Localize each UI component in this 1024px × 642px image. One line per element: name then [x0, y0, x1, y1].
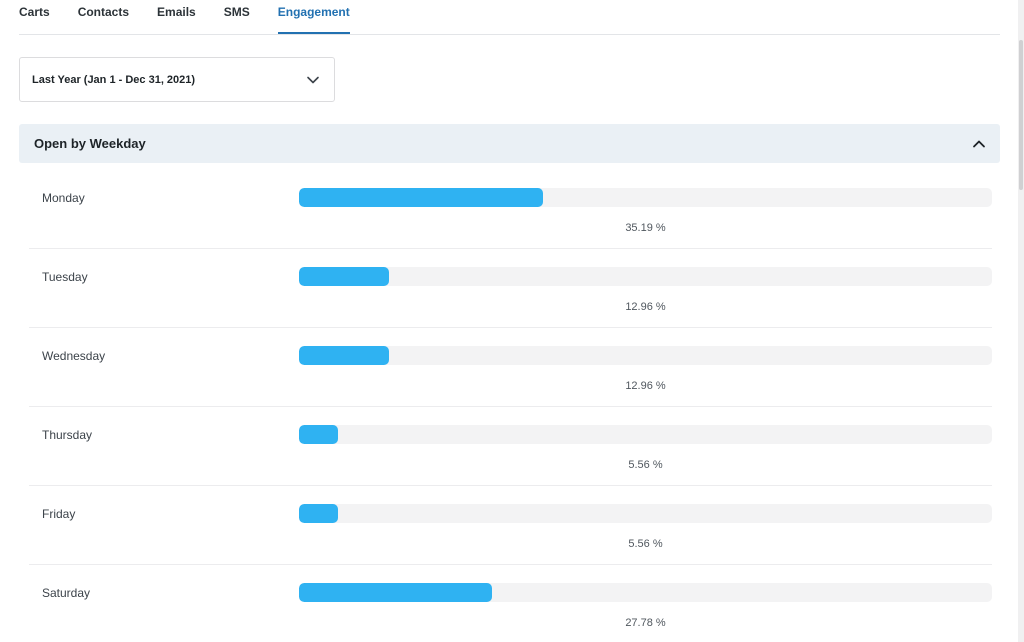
- tab-engagement[interactable]: Engagement: [277, 0, 350, 34]
- weekday-row: Saturday 27.78 %: [29, 565, 992, 642]
- panel-toggle-open-by-weekday[interactable]: Open by Weekday: [19, 124, 1000, 163]
- progress-fill: [299, 267, 389, 286]
- chevron-up-icon[interactable]: [972, 137, 986, 151]
- weekday-label: Saturday: [42, 586, 91, 600]
- progress-track: [299, 188, 992, 207]
- progress-track: [299, 267, 992, 286]
- progress-track: [299, 346, 992, 365]
- progress-fill: [299, 188, 543, 207]
- weekday-row: Tuesday 12.96 %: [29, 249, 992, 328]
- progress-track: [299, 425, 992, 444]
- date-range-value: Last Year (Jan 1 - Dec 31, 2021): [32, 73, 196, 86]
- progress-track: [299, 583, 992, 602]
- percent-value: 5.56 %: [628, 459, 663, 471]
- percent-value: 12.96 %: [625, 380, 666, 392]
- weekday-label: Monday: [42, 191, 85, 205]
- tab-emails[interactable]: Emails: [157, 5, 196, 19]
- date-range-select[interactable]: Last Year (Jan 1 - Dec 31, 2021): [19, 57, 335, 102]
- weekday-row: Monday 35.19 %: [29, 170, 992, 249]
- weekday-row: Thursday 5.56 %: [29, 407, 992, 486]
- progress-fill: [299, 583, 492, 602]
- weekday-label: Thursday: [42, 428, 93, 442]
- weekday-label: Tuesday: [42, 270, 88, 284]
- tab-contacts[interactable]: Contacts: [77, 5, 130, 19]
- progress-fill: [299, 425, 338, 444]
- progress-fill: [299, 346, 389, 365]
- weekday-list: Monday 35.19 % Tuesday 12.96 % Wednesday…: [29, 170, 992, 642]
- progress-track: [299, 504, 992, 523]
- weekday-label: Wednesday: [42, 349, 106, 363]
- weekday-row: Wednesday 12.96 %: [29, 328, 992, 407]
- page-scrollbar[interactable]: [1018, 0, 1024, 642]
- progress-fill: [299, 504, 338, 523]
- panel-title: Open by Weekday: [34, 136, 146, 151]
- percent-value: 27.78 %: [625, 617, 666, 629]
- tab-bar: Carts Contacts Emails SMS Engagement: [19, 0, 1000, 35]
- percent-value: 12.96 %: [625, 301, 666, 313]
- tab-carts[interactable]: Carts: [19, 5, 50, 19]
- weekday-row: Friday 5.56 %: [29, 486, 992, 565]
- chevron-down-icon: [306, 73, 320, 87]
- scrollbar-thumb[interactable]: [1019, 40, 1023, 190]
- weekday-label: Friday: [42, 507, 76, 521]
- tab-sms[interactable]: SMS: [223, 5, 250, 19]
- percent-value: 5.56 %: [628, 538, 663, 550]
- percent-value: 35.19 %: [625, 222, 666, 234]
